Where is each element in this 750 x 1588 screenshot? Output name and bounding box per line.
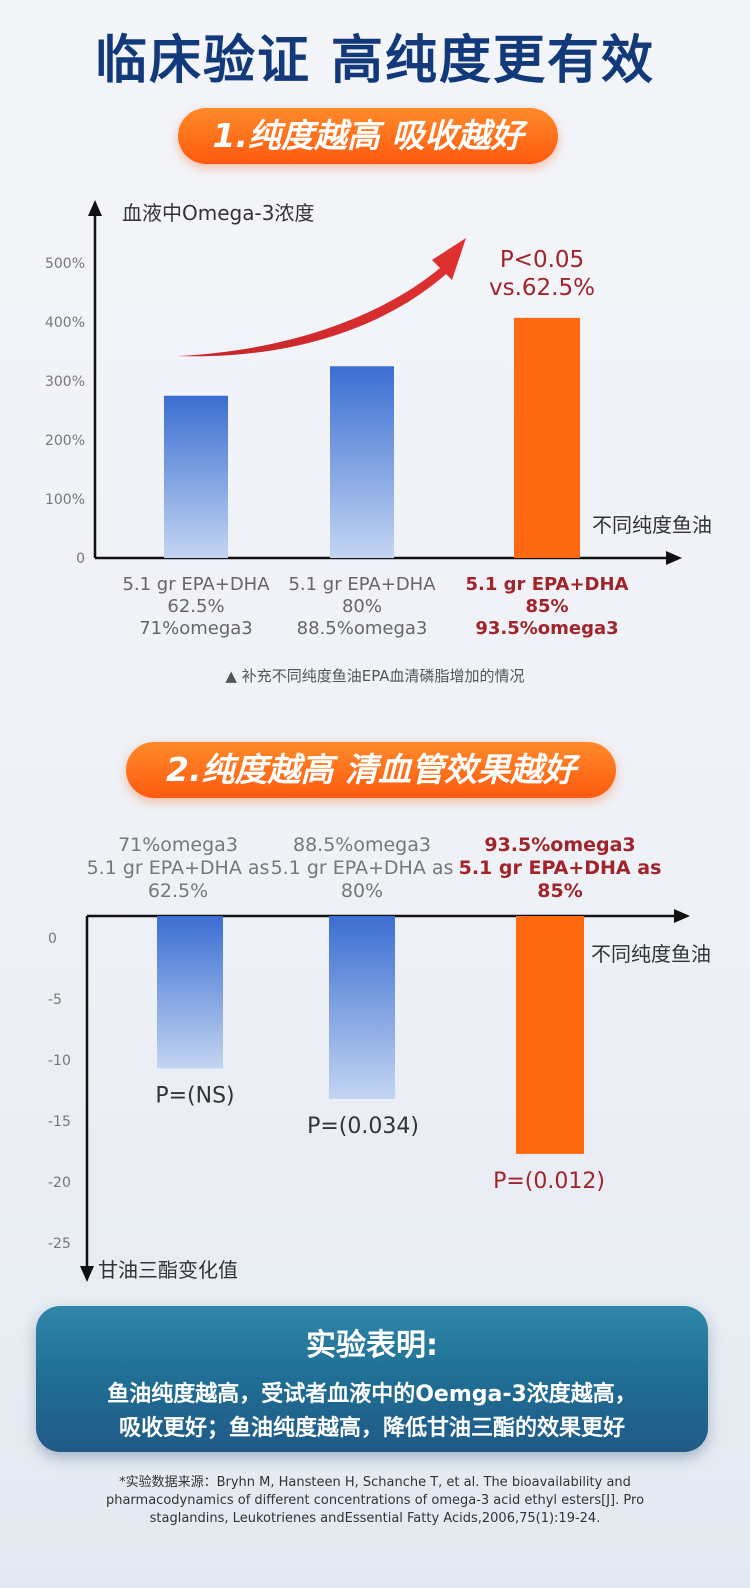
page-title: 临床验证 高纯度更有效	[94, 31, 656, 91]
category-label: 71%omega3	[139, 618, 253, 639]
y-axis-arrowhead	[80, 1266, 94, 1282]
category-label: 5.1 gr EPA+DHA	[288, 574, 436, 595]
category-label: 85%	[525, 596, 568, 617]
conclusion-heading: 实验表明:	[306, 1328, 438, 1363]
significance-annotation: P<0.05	[500, 247, 584, 273]
y-tick-label: 200%	[45, 433, 85, 449]
y-axis-arrowhead	[88, 200, 102, 216]
y-tick-label: -25	[48, 1236, 71, 1252]
y-tick-label: 100%	[45, 492, 85, 508]
y-axis-label: 血液中Omega-3浓度	[122, 201, 314, 225]
y-tick-label: 500%	[45, 256, 85, 272]
bar-3	[514, 317, 580, 558]
bar-2	[329, 916, 395, 1099]
y-tick-label: 400%	[45, 315, 85, 331]
category-label: 5.1 gr EPA+DHA as	[459, 857, 662, 879]
section1-label: 1.纯度越高 吸收越好	[178, 108, 558, 164]
conclusion-line-2: 吸收更好；鱼油纯度越高，降低甘油三酯的效果更好	[118, 1416, 625, 1441]
y-tick-label: -20	[48, 1175, 71, 1191]
conclusion-line-1: 鱼油纯度越高，受试者血液中的Oemga-3浓度越高，	[107, 1382, 637, 1407]
y-tick-label: 300%	[45, 374, 85, 390]
bar-2	[330, 366, 394, 558]
category-label: 5.1 gr EPA+DHA	[122, 574, 270, 595]
conclusion-box: 实验表明: 鱼油纯度越高，受试者血液中的Oemga-3浓度越高， 吸收更好；鱼油…	[36, 1306, 708, 1452]
bar-3	[516, 916, 584, 1154]
y-axis-label: 甘油三酯变化值	[98, 1258, 238, 1282]
category-label: 5.1 gr EPA+DHA	[466, 574, 629, 595]
chart1-caption: ▲ 补充不同纯度鱼油EPA血清磷脂增加的情况	[225, 667, 525, 685]
category-label: 62.5%	[167, 596, 224, 617]
source-line-3: staglandins, Leukotrienes andEssential F…	[149, 1511, 601, 1526]
y-tick-label: -10	[48, 1053, 71, 1069]
significance-annotation: vs.62.5%	[489, 275, 595, 301]
source-line-1: *实验数据来源：Bryhn M, Hansteen H, Schanche T,…	[119, 1475, 631, 1490]
bar-1	[157, 916, 223, 1069]
category-label: 93.5%omega3	[484, 834, 635, 856]
category-label: 5.1 gr EPA+DHA as	[87, 857, 270, 879]
category-label: 88.5%omega3	[297, 618, 428, 639]
section2-label: 2.纯度越高 清血管效果越好	[126, 742, 616, 798]
source-citation: *实验数据来源：Bryhn M, Hansteen H, Schanche T,…	[70, 1474, 680, 1528]
y-tick-label: -5	[48, 992, 62, 1008]
x-axis-label: 不同纯度鱼油	[592, 513, 712, 537]
trend-arrow	[178, 238, 466, 357]
bar-1	[164, 395, 228, 558]
p-value-label: P=(0.034)	[307, 1114, 419, 1139]
x-axis-arrowhead	[666, 551, 682, 565]
y-tick-label: -15	[48, 1114, 71, 1130]
source-line-2: pharmacodynamics of different concentrat…	[105, 1493, 645, 1508]
triglyceride-chart: 甘油三酯变化值 不同纯度鱼油 0 -5 -10 -15 -20 -25 P=(NS) 71%ome…	[48, 834, 711, 1282]
category-label: 71%omega3	[118, 834, 238, 856]
category-label: 93.5%omega3	[475, 618, 618, 639]
category-label: 80%	[342, 596, 382, 617]
x-axis-label: 不同纯度鱼油	[591, 942, 711, 966]
category-label: 85%	[537, 880, 582, 902]
y-tick-label: 0	[48, 931, 57, 947]
p-value-label: P=(NS)	[155, 1084, 234, 1109]
x-axis-arrowhead	[674, 909, 690, 923]
y-tick-label: 0	[76, 551, 85, 567]
category-label: 62.5%	[148, 880, 208, 902]
category-label: 80%	[341, 880, 383, 902]
category-label: 5.1 gr EPA+DHA as	[271, 857, 454, 879]
category-label: 88.5%omega3	[293, 834, 431, 856]
p-value-label: P=(0.012)	[493, 1169, 605, 1194]
